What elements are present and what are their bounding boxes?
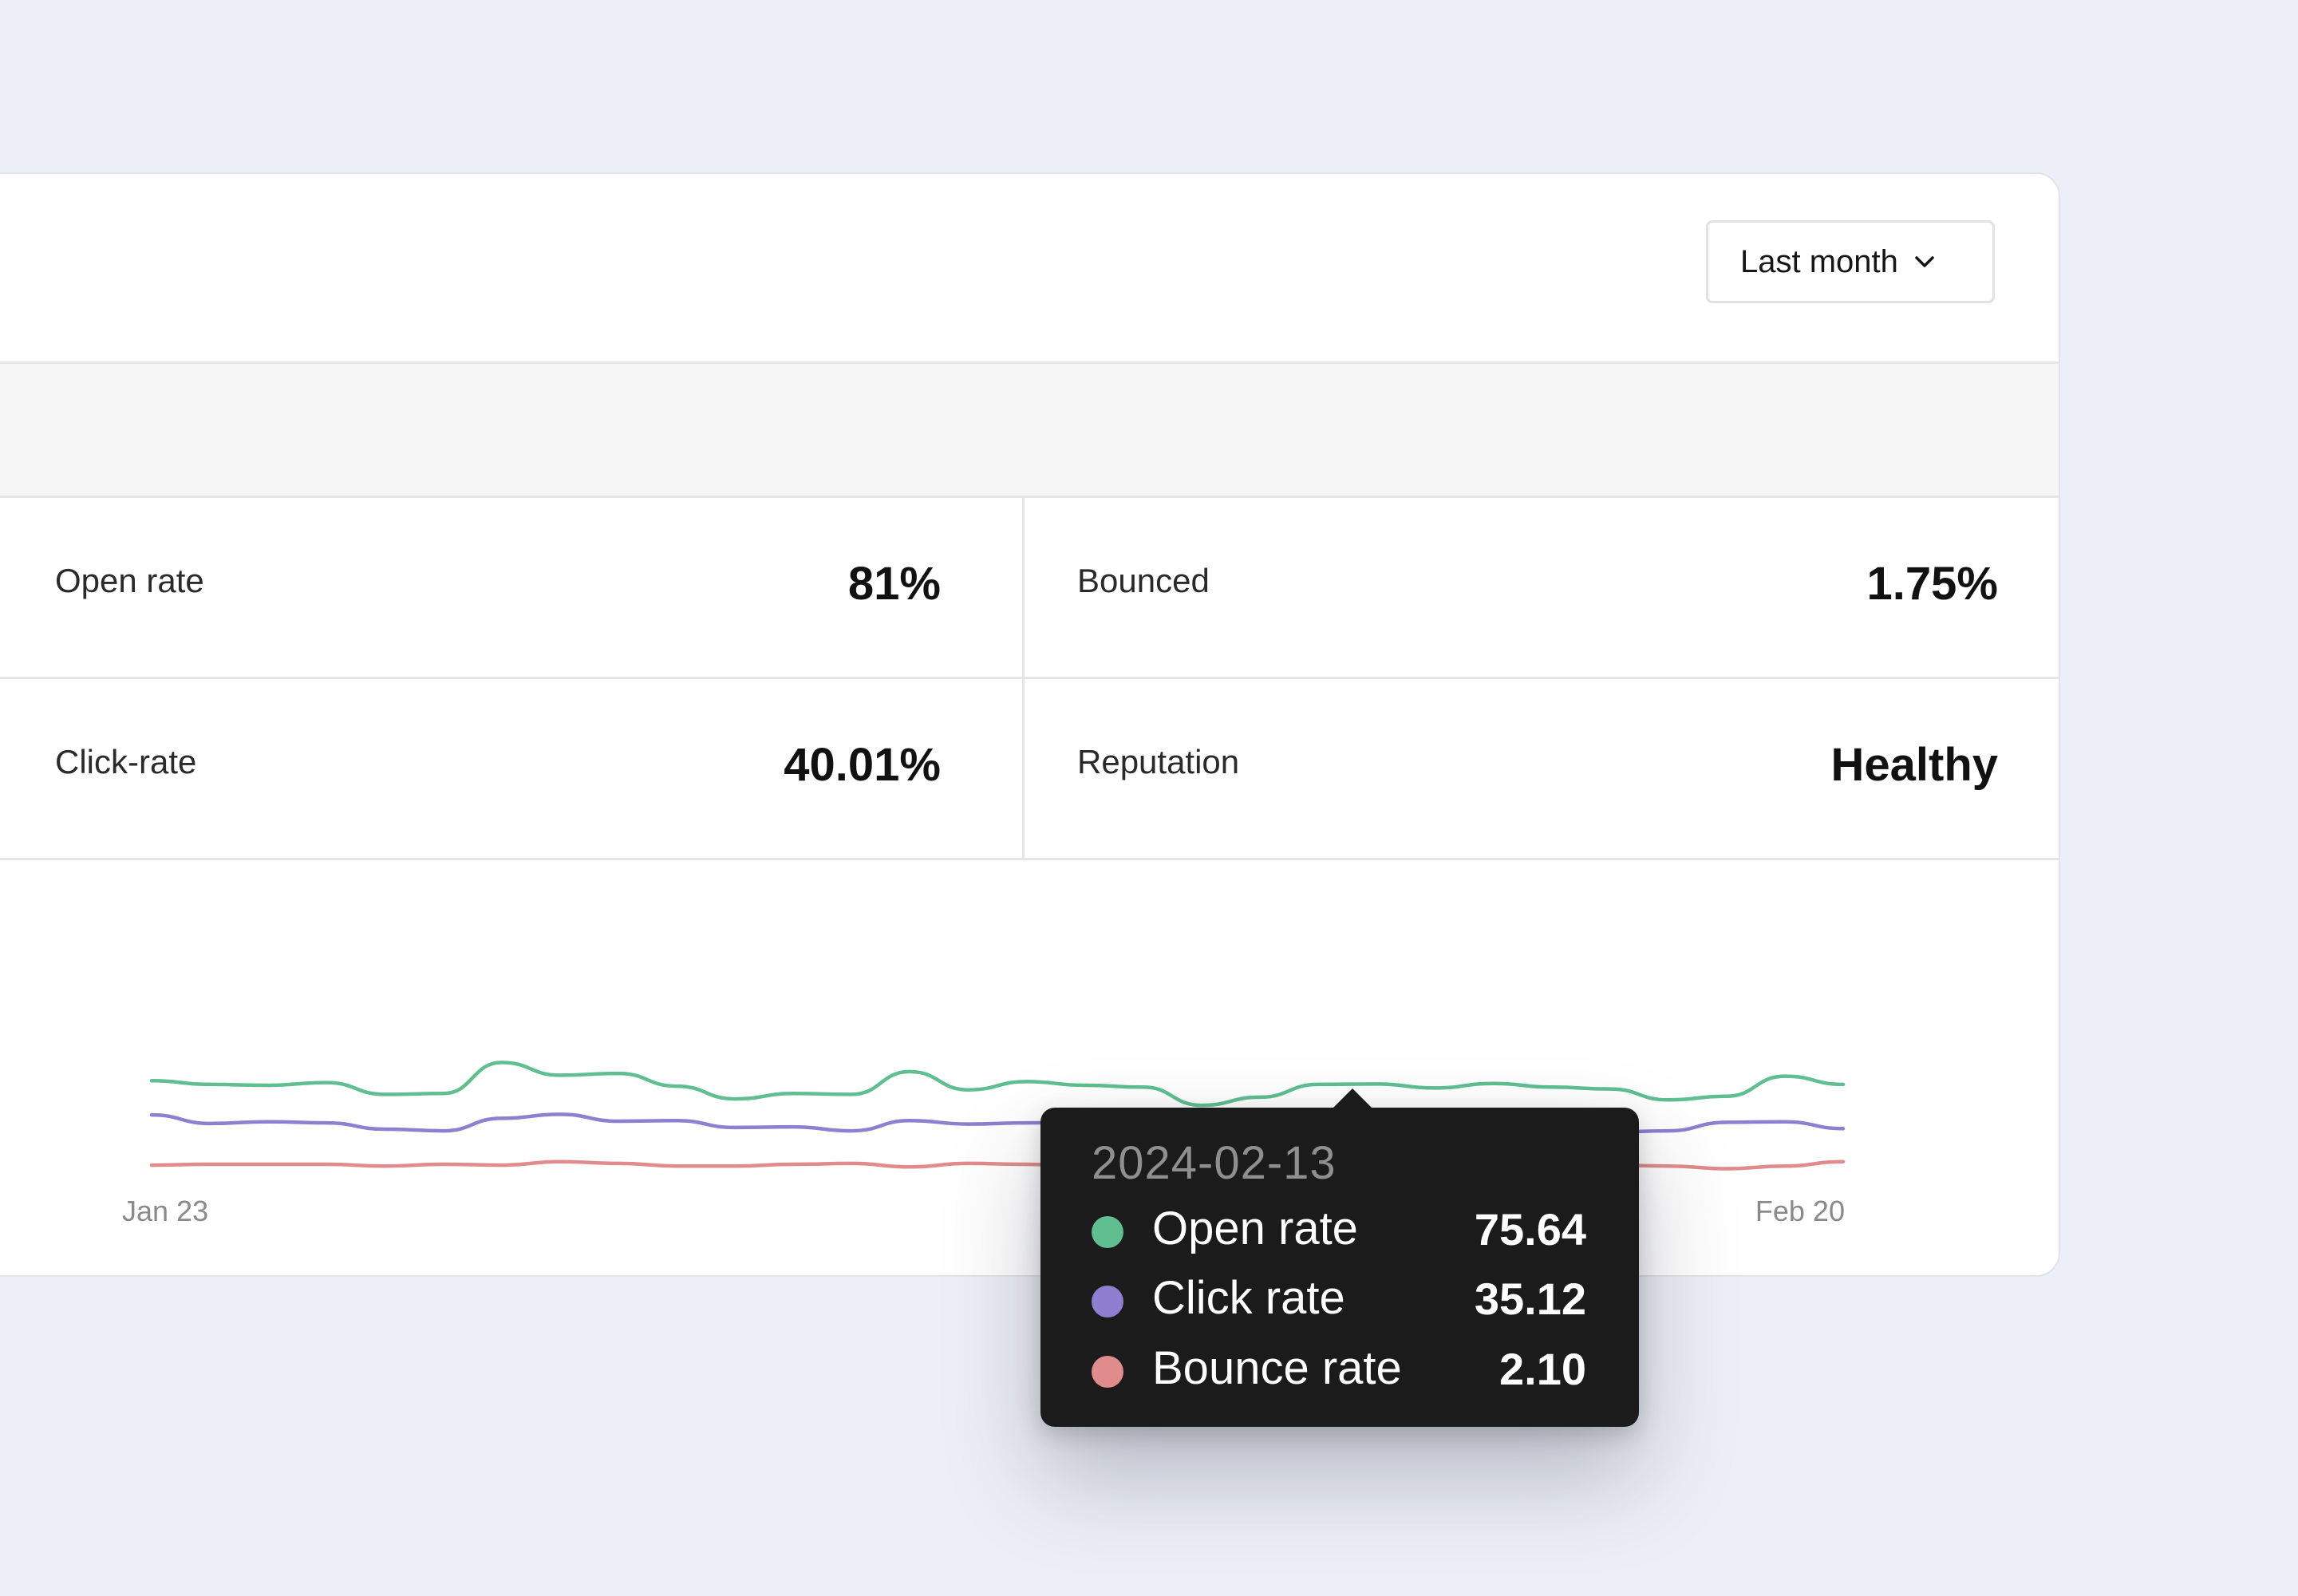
metric-label: Click-rate [55,743,197,780]
tooltip-arrow [1332,1088,1373,1109]
metric-open-rate: Open rate 81% [0,498,1025,679]
tooltip-row-bounce-rate: Bounce rate 2.10 [1092,1341,1586,1397]
tooltip-row-click-rate: Click rate 35.12 [1092,1271,1586,1327]
legend-dot [1092,1286,1123,1317]
tooltip-series-name: Click rate [1152,1272,1345,1324]
metric-reputation: Reputation Healthy [1025,679,2059,860]
metric-bounced: Bounced 1.75% [1025,498,2059,679]
tooltip-row-open-rate: Open rate 75.64 [1092,1202,1586,1258]
legend-dot [1092,1216,1123,1248]
metric-value: Healthy [1830,739,1998,791]
metric-label: Bounced [1077,562,1210,599]
metric-label: Reputation [1077,743,1240,780]
metric-click-rate: Click-rate 40.01% [0,679,1025,860]
tooltip-series-value: 35.12 [1474,1274,1586,1324]
tooltip-series-name: Open rate [1152,1203,1358,1254]
metric-label: Open rate [55,562,204,599]
tooltip-date: 2024-02-13 [1092,1137,1337,1189]
chevron-down-icon [1913,250,1937,274]
legend-dot [1092,1356,1123,1388]
period-select-label: Last month [1740,243,1898,279]
period-select[interactable]: Last month [1706,220,1995,303]
tooltip-series-name: Bounce rate [1152,1342,1402,1394]
metric-value: 1.75% [1866,558,1998,610]
metric-value: 81% [847,558,941,610]
section-band [0,364,2059,498]
tooltip-series-value: 75.64 [1474,1204,1586,1254]
card-header: Last month [0,174,2059,364]
tooltip-series-value: 2.10 [1499,1344,1586,1394]
stats-card: Last month Open rate 81% Bounced 1.75% C… [0,172,2060,1277]
metric-value: 40.01% [784,739,941,791]
chart-tooltip: 2024-02-13 Open rate 75.64 Click rate 35… [1040,1088,1639,1427]
